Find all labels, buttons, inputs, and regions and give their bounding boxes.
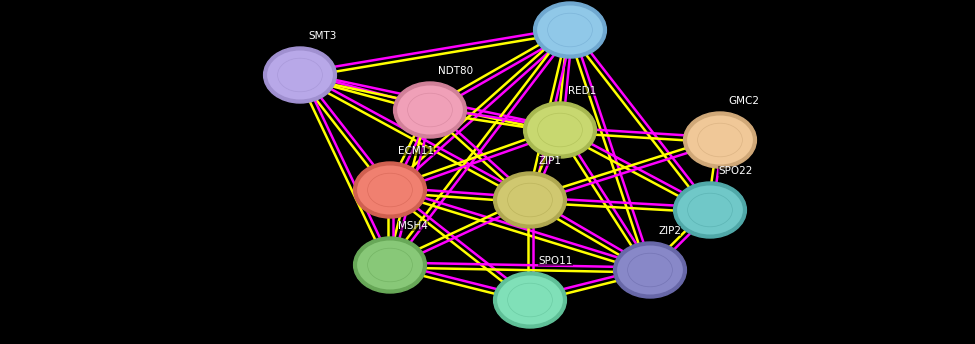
Ellipse shape	[493, 172, 566, 228]
Ellipse shape	[613, 242, 686, 298]
Ellipse shape	[674, 182, 747, 238]
Ellipse shape	[263, 47, 336, 103]
Ellipse shape	[397, 85, 463, 135]
Ellipse shape	[354, 162, 426, 218]
Ellipse shape	[536, 5, 604, 55]
Ellipse shape	[533, 2, 606, 58]
Text: SPO11: SPO11	[538, 256, 572, 266]
Ellipse shape	[508, 183, 553, 217]
Ellipse shape	[496, 175, 564, 225]
Ellipse shape	[548, 13, 593, 47]
Text: SPO22: SPO22	[719, 166, 753, 176]
Ellipse shape	[368, 248, 412, 282]
Text: ZIP2: ZIP2	[658, 226, 682, 236]
Ellipse shape	[616, 245, 683, 295]
Text: GMC2: GMC2	[728, 96, 760, 106]
Ellipse shape	[628, 253, 673, 287]
Ellipse shape	[524, 102, 597, 158]
Ellipse shape	[677, 185, 744, 235]
Text: SMT3: SMT3	[308, 31, 336, 41]
Ellipse shape	[357, 165, 423, 215]
Ellipse shape	[278, 58, 323, 92]
Text: ECM11: ECM11	[399, 147, 435, 157]
Text: RED1: RED1	[568, 86, 597, 96]
Ellipse shape	[394, 82, 466, 138]
Text: NDT80: NDT80	[439, 66, 474, 76]
Ellipse shape	[526, 105, 594, 155]
Ellipse shape	[496, 275, 564, 325]
Ellipse shape	[266, 50, 333, 100]
Ellipse shape	[408, 93, 452, 127]
Ellipse shape	[357, 240, 423, 290]
Ellipse shape	[686, 115, 754, 165]
Ellipse shape	[368, 173, 412, 207]
Ellipse shape	[687, 193, 732, 227]
Ellipse shape	[683, 112, 757, 168]
Text: MSH4: MSH4	[399, 222, 428, 232]
Text: ZIP1: ZIP1	[538, 157, 562, 166]
Ellipse shape	[508, 283, 553, 317]
Ellipse shape	[354, 237, 426, 293]
Ellipse shape	[493, 272, 566, 328]
Ellipse shape	[697, 123, 742, 157]
Ellipse shape	[537, 113, 582, 147]
